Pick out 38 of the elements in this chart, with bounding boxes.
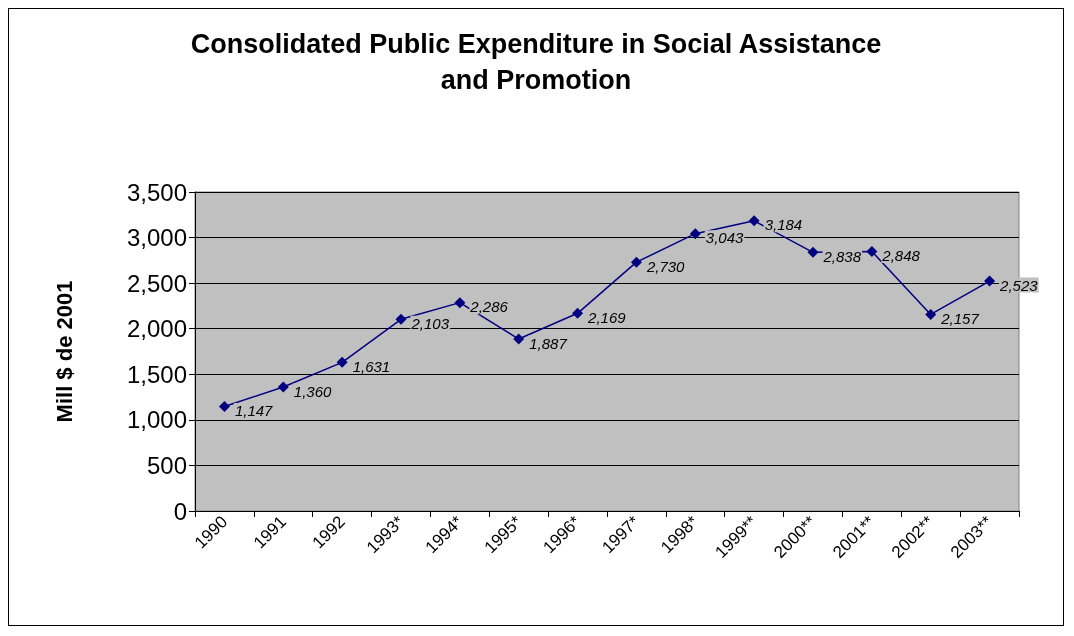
data-label: 1,631 [352,357,391,375]
y-tick-label: 500 [146,451,187,479]
data-label: 1,147 [234,401,274,419]
y-axis-title: Mill $ de 2001 [51,280,77,423]
point [336,356,348,368]
data-label: 2,730 [645,257,686,275]
y-tick-label: 2,500 [126,269,187,297]
point [513,333,525,345]
y-tick-label: 1,000 [126,406,187,434]
point [748,215,760,227]
point [925,308,937,320]
y-tick-label: 0 [173,497,187,525]
y-tick-label: 3,000 [126,224,187,252]
y-tick-label: 1,500 [126,360,187,388]
data-label: 2,103 [410,314,450,332]
data-label: 2,523 [999,276,1039,294]
data-label: 3,184 [764,216,803,234]
point [454,297,466,309]
data-label: 2,169 [587,308,627,326]
point [277,381,289,393]
y-tick-label: 2,000 [126,315,187,343]
data-label: 2,157 [940,309,980,327]
point [630,256,642,268]
point [689,228,701,240]
data-label: 2,286 [469,298,509,316]
data-label: 3,043 [705,229,744,247]
point [866,245,878,257]
point [572,307,584,319]
data-label: 1,887 [529,334,568,352]
point [395,313,407,325]
data-label: 2,838 [822,247,862,265]
point [807,246,819,258]
data-label: 1,360 [293,382,332,400]
chart-title: Consolidated Public Expenditure in Social Assistance and Promotion [190,29,882,95]
data-label: 2,848 [881,246,921,264]
y-tick-label: 3,500 [126,178,187,206]
point [218,400,230,412]
point [984,275,996,287]
